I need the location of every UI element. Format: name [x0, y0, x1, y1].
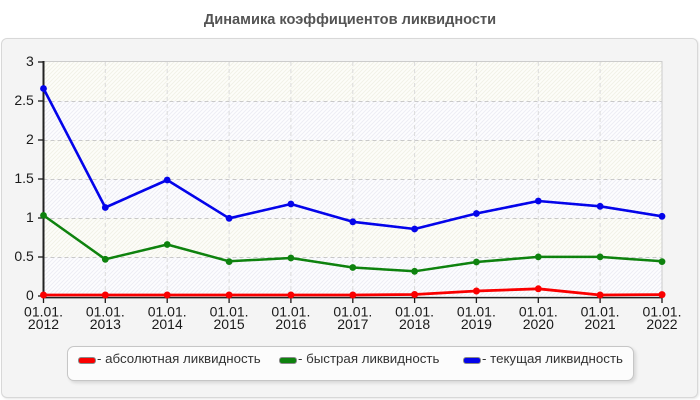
svg-text:01.01.: 01.01.	[581, 303, 620, 319]
svg-text:2022: 2022	[646, 316, 677, 332]
svg-text:01.01.: 01.01.	[271, 303, 310, 319]
svg-text:0.5: 0.5	[14, 248, 34, 264]
svg-text:01.01.: 01.01.	[519, 303, 558, 319]
svg-text:2016: 2016	[275, 316, 306, 332]
svg-text:2018: 2018	[399, 316, 430, 332]
svg-text:01.01.: 01.01.	[395, 303, 434, 319]
svg-text:2015: 2015	[214, 316, 245, 332]
svg-text:01.01.: 01.01.	[333, 303, 372, 319]
svg-text:2017: 2017	[337, 316, 368, 332]
svg-text:2: 2	[26, 131, 34, 147]
svg-text:01.01.: 01.01.	[643, 303, 682, 319]
svg-text:01.01.: 01.01.	[24, 303, 63, 319]
svg-text:2020: 2020	[523, 316, 554, 332]
svg-text:1: 1	[26, 209, 34, 225]
svg-text:3: 3	[26, 53, 34, 69]
svg-text:2013: 2013	[90, 316, 121, 332]
svg-text:01.01.: 01.01.	[86, 303, 125, 319]
svg-text:1.5: 1.5	[14, 170, 34, 186]
svg-text:0: 0	[26, 287, 34, 303]
svg-text:2021: 2021	[585, 316, 616, 332]
svg-text:2.5: 2.5	[14, 92, 34, 108]
svg-text:2014: 2014	[152, 316, 183, 332]
svg-text:2019: 2019	[461, 316, 492, 332]
svg-text:01.01.: 01.01.	[457, 303, 496, 319]
svg-text:01.01.: 01.01.	[148, 303, 187, 319]
svg-text:2012: 2012	[28, 316, 59, 332]
svg-text:01.01.: 01.01.	[210, 303, 249, 319]
